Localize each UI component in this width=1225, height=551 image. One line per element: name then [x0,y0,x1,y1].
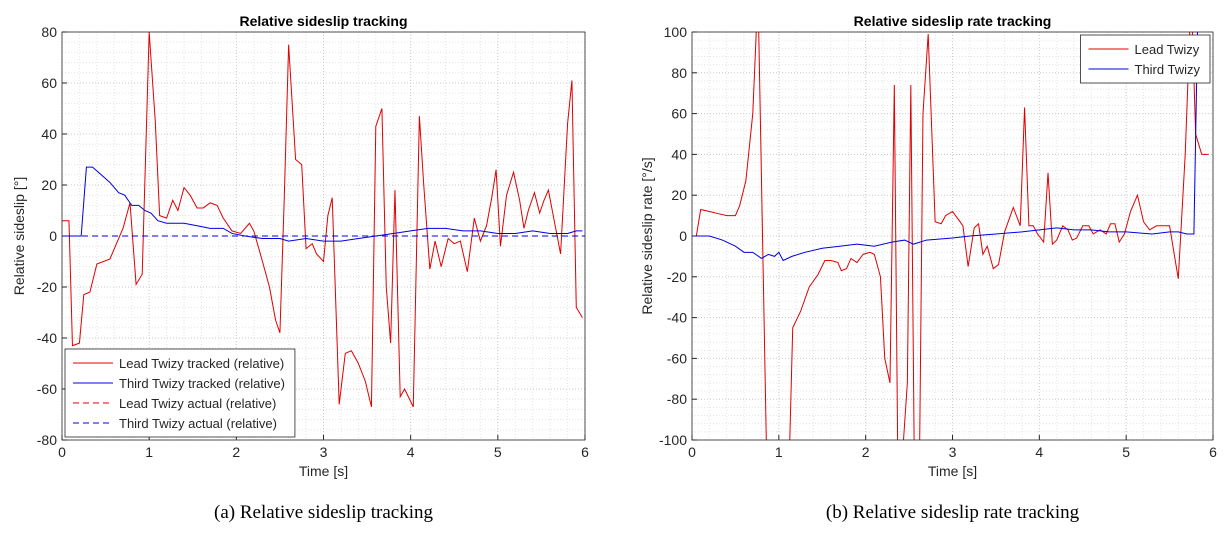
x-axis-label: Time [s] [299,463,348,479]
y-tick-label: -40 [37,330,57,346]
y-tick-label: 100 [664,24,688,40]
x-tick-label: 3 [320,444,328,460]
legend: Lead Twizy tracked (relative) Third Twizy… [64,348,296,438]
chart: 0 1 2 3 4 5 6 -100 -80 -60 -40 -20 0 20 40 60 80 100 Relat… [639,13,1217,523]
y-tick-label: 40 [41,126,57,142]
series-line [695,32,1209,440]
y-tick-label: 0 [49,228,57,244]
y-tick-label: 80 [41,24,57,40]
x-tick-label: 4 [1035,444,1043,460]
legend-label: Lead Twizy tracked (relative) [119,356,284,371]
y-tick-label: -20 [37,279,57,295]
y-tick-label: -60 [37,381,57,397]
legend-label: Lead Twizy actual (relative) [119,396,276,411]
chart-title: Relative sideslip tracking [239,13,407,29]
caption: (b) Relative sideslip rate tracking [826,502,1080,523]
y-tick-label: 60 [671,106,687,122]
x-tick-label: 1 [775,444,783,460]
series-line [62,166,583,242]
x-tick-label: 3 [949,444,957,460]
legend-label: Third Twizy [1135,62,1201,77]
y-tick-label: -100 [659,432,687,448]
x-tick-label: 5 [494,444,502,460]
x-tick-label: 4 [407,444,415,460]
legend-box [64,348,296,438]
y-tick-label: 40 [671,146,687,162]
y-tick-label: 20 [671,187,687,203]
legend-label: Third Twizy actual (relative) [119,416,277,431]
y-axis-label: Relative sideslip rate [°/s] [639,157,655,314]
legend-box [1080,34,1211,84]
x-tick-label: 6 [1209,444,1217,460]
y-tick-label: 0 [679,228,687,244]
y-tick-label: 60 [41,75,57,91]
x-tick-label: 2 [862,444,870,460]
caption: (a) Relative sideslip tracking [214,502,433,523]
y-tick-label: 20 [41,177,57,193]
x-tick-label: 1 [145,444,153,460]
y-tick-label: -40 [667,310,687,326]
x-tick-label: 5 [1122,444,1130,460]
legend: Lead Twizy Third Twizy [1080,34,1211,84]
series-line [692,32,1199,262]
x-tick-label: 0 [58,444,66,460]
axes-box [61,31,586,441]
x-tick-label: 0 [688,444,696,460]
series-line [62,32,583,408]
chart: 0 1 2 3 4 5 6 -80 -60 -40 -20 0 20 40 60 80 Relative sid… [11,13,589,523]
legend-label: Third Twizy tracked (relative) [119,376,285,391]
x-axis-label: Time [s] [928,463,977,479]
y-tick-label: -20 [667,269,687,285]
y-tick-label: -80 [667,391,687,407]
y-axis-label: Relative sideslip [°] [11,177,27,295]
y-tick-label: -60 [667,350,687,366]
y-tick-label: 80 [671,65,687,81]
x-tick-label: 2 [232,444,240,460]
y-tick-label: -80 [37,432,57,448]
legend-label: Lead Twizy [1135,42,1200,57]
x-tick-label: 6 [581,444,589,460]
axes-box [691,31,1214,441]
chart-title: Relative sideslip rate tracking [854,13,1052,29]
